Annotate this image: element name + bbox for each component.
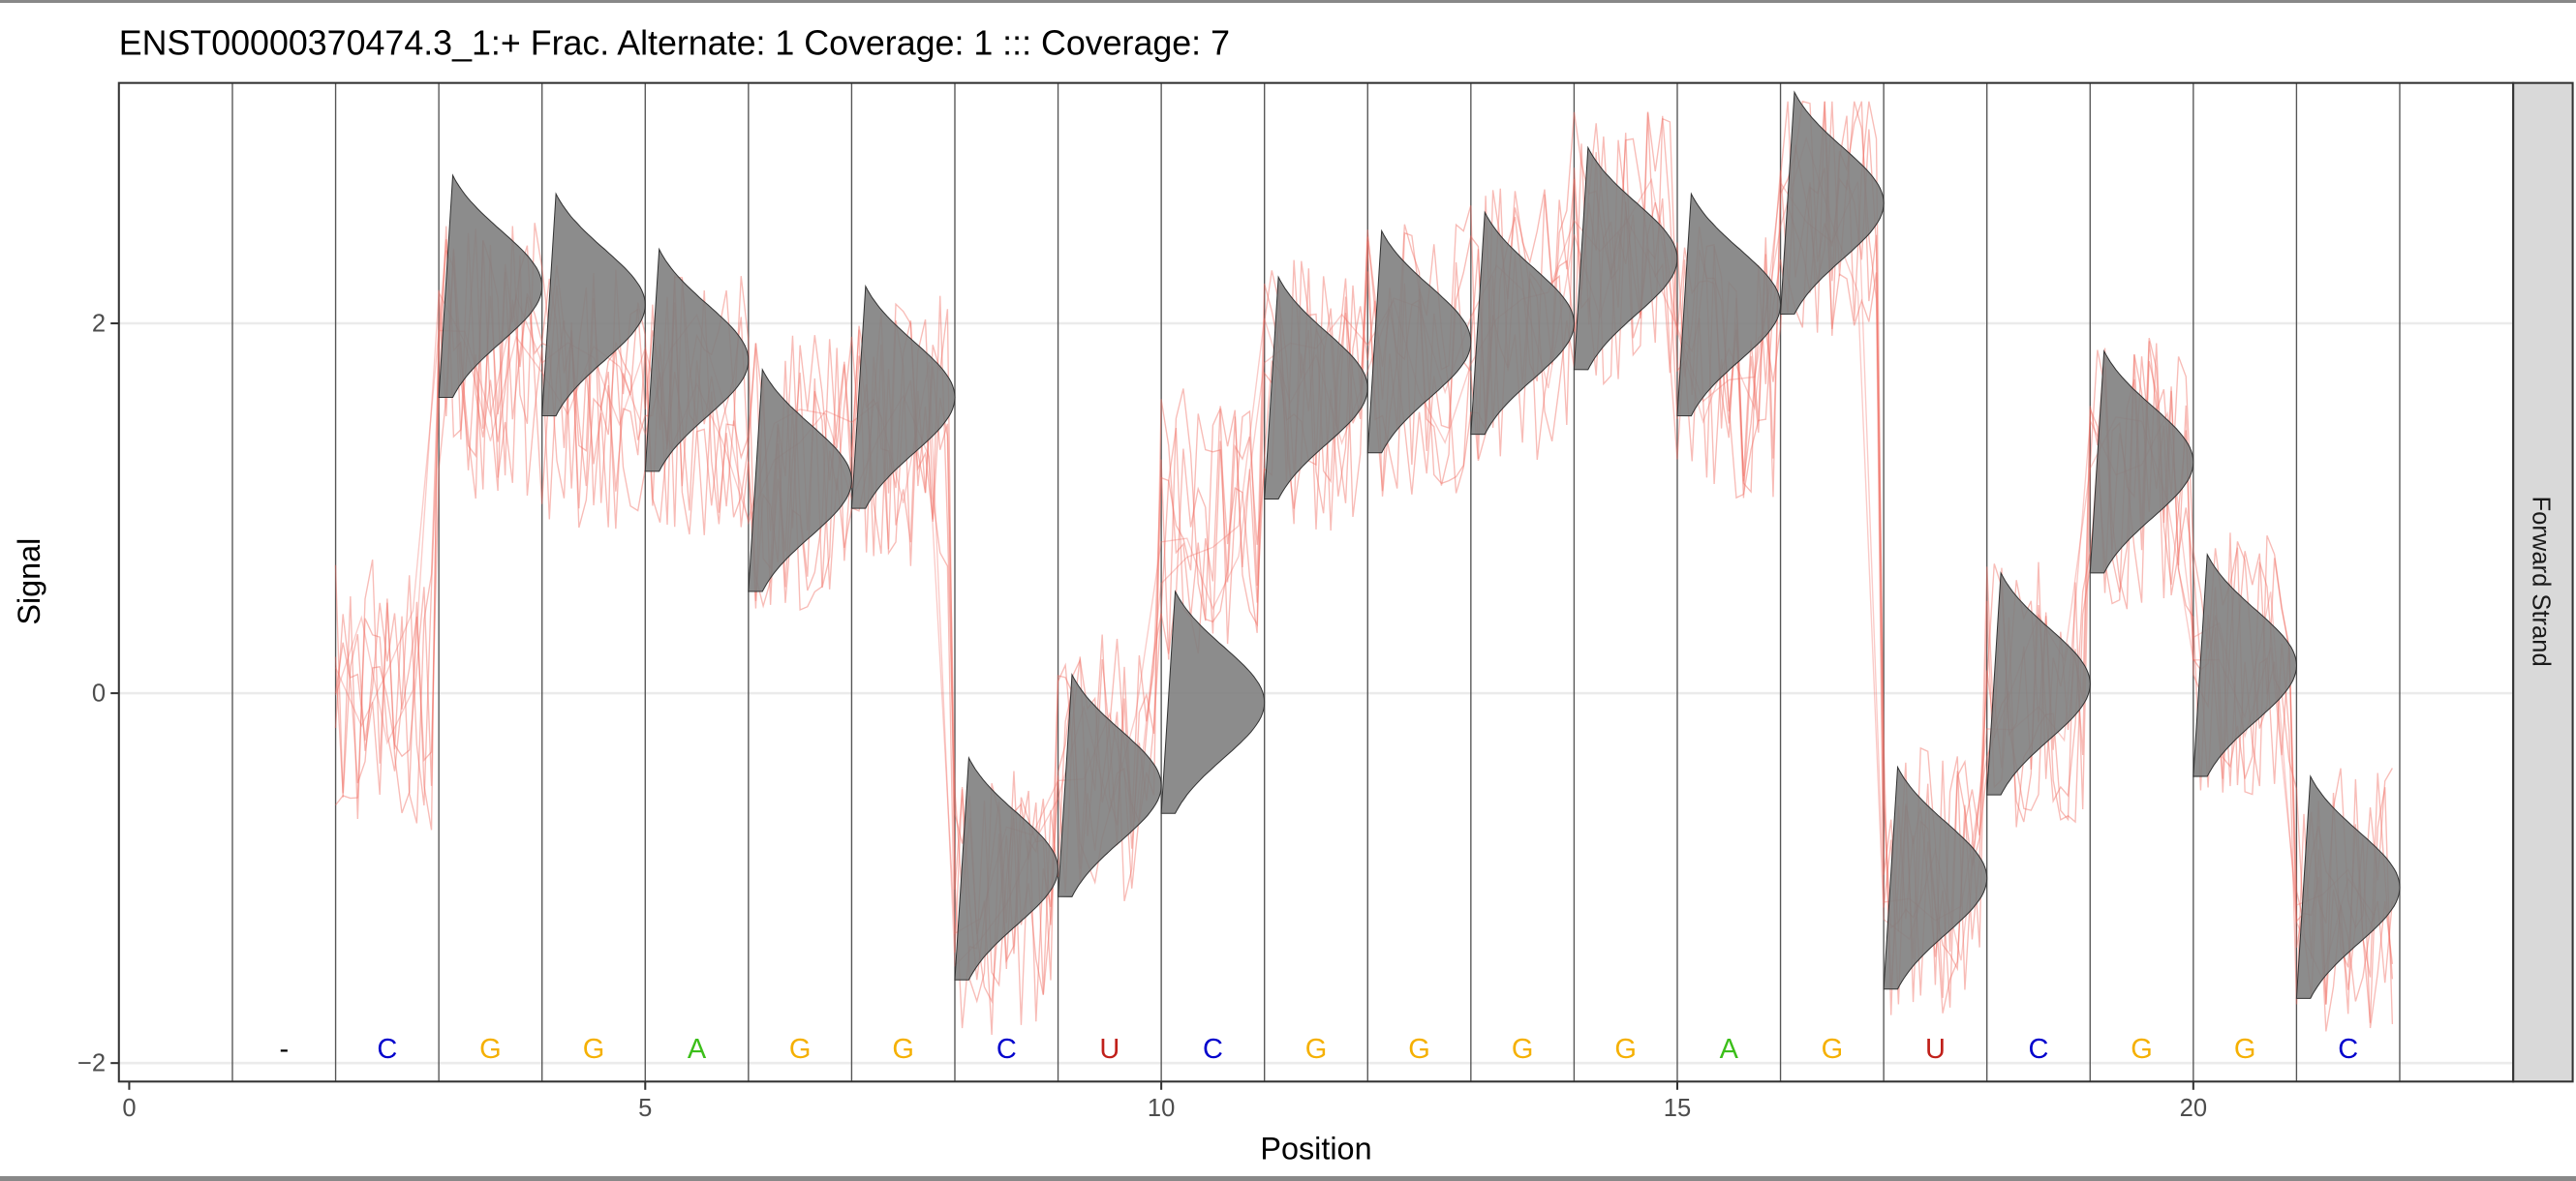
- chart-title: ENST00000370474.3_1:+ Frac. Alternate: 1…: [119, 24, 1230, 63]
- base-label: A: [688, 1034, 707, 1065]
- base-label: G: [479, 1034, 502, 1065]
- x-tick-label: 15: [1664, 1095, 1691, 1122]
- expected-density-11: [1264, 275, 1368, 500]
- y-axis: −2 0 2: [77, 311, 119, 1077]
- facet-strip-label: Forward Strand: [2528, 497, 2555, 667]
- base-label: A: [1720, 1034, 1739, 1065]
- base-label: C: [2338, 1034, 2358, 1065]
- base-label: -: [279, 1034, 289, 1065]
- expected-density-19: [2089, 348, 2194, 574]
- x-axis-label: Position: [1260, 1131, 1371, 1166]
- expected-density-5: [644, 247, 750, 472]
- expected-density-6: [748, 368, 853, 592]
- expected-density-7: [850, 284, 956, 509]
- expected-density-9: [1058, 673, 1162, 897]
- y-tick-label: −2: [77, 1050, 106, 1077]
- base-label: G: [1512, 1034, 1534, 1065]
- expected-density-21: [2295, 774, 2401, 999]
- base-label: U: [1099, 1034, 1119, 1065]
- base-label: C: [1203, 1034, 1223, 1065]
- base-label: G: [583, 1034, 605, 1065]
- x-tick-label: 0: [122, 1095, 136, 1122]
- expected-density-4: [541, 192, 646, 417]
- base-label: G: [892, 1034, 914, 1065]
- expected-density-18: [1986, 571, 2091, 796]
- base-label: G: [1408, 1034, 1430, 1065]
- y-tick-label: 0: [92, 681, 106, 708]
- x-axis: 0 5 10 15 20: [122, 1081, 2207, 1122]
- window-border-bottom: [0, 1176, 2576, 1181]
- expected-density-14: [1573, 145, 1678, 371]
- window-border-top: [0, 0, 2576, 3]
- expected-density-16: [1780, 90, 1885, 315]
- expected-density-8: [954, 756, 1058, 981]
- base-label: G: [1822, 1034, 1844, 1065]
- expected-densities: [438, 90, 2401, 999]
- base-label: C: [377, 1034, 397, 1065]
- expected-density-10: [1160, 590, 1266, 814]
- base-label: G: [2131, 1034, 2153, 1065]
- base-label: U: [1925, 1034, 1946, 1065]
- expected-density-15: [1676, 192, 1782, 417]
- y-axis-label: Signal: [12, 538, 46, 625]
- y-tick-label: 2: [92, 311, 106, 338]
- base-label: G: [1614, 1034, 1637, 1065]
- x-tick-label: 20: [2180, 1095, 2207, 1122]
- expected-density-13: [1470, 210, 1576, 436]
- expected-density-17: [1883, 765, 1988, 990]
- base-boundaries: [231, 82, 2401, 1082]
- x-tick-label: 5: [638, 1095, 652, 1122]
- base-label: C: [2029, 1034, 2049, 1065]
- base-label: G: [2234, 1034, 2256, 1065]
- base-label: G: [789, 1034, 812, 1065]
- base-label: G: [1305, 1034, 1328, 1065]
- expected-density-20: [2193, 553, 2298, 777]
- expected-density-3: [438, 173, 543, 399]
- base-label: C: [997, 1034, 1017, 1065]
- x-tick-label: 10: [1148, 1095, 1175, 1122]
- expected-density-12: [1366, 228, 1472, 454]
- facet-strip: [2512, 81, 2574, 1083]
